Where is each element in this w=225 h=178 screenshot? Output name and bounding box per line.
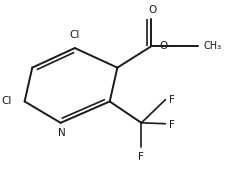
Text: Cl: Cl [70, 30, 80, 40]
Text: N: N [58, 128, 66, 138]
Text: O: O [148, 5, 156, 15]
Text: F: F [169, 120, 175, 130]
Text: O: O [160, 41, 168, 51]
Text: Cl: Cl [1, 96, 11, 106]
Text: F: F [138, 152, 144, 162]
Text: CH₃: CH₃ [204, 41, 222, 51]
Text: F: F [169, 95, 175, 105]
